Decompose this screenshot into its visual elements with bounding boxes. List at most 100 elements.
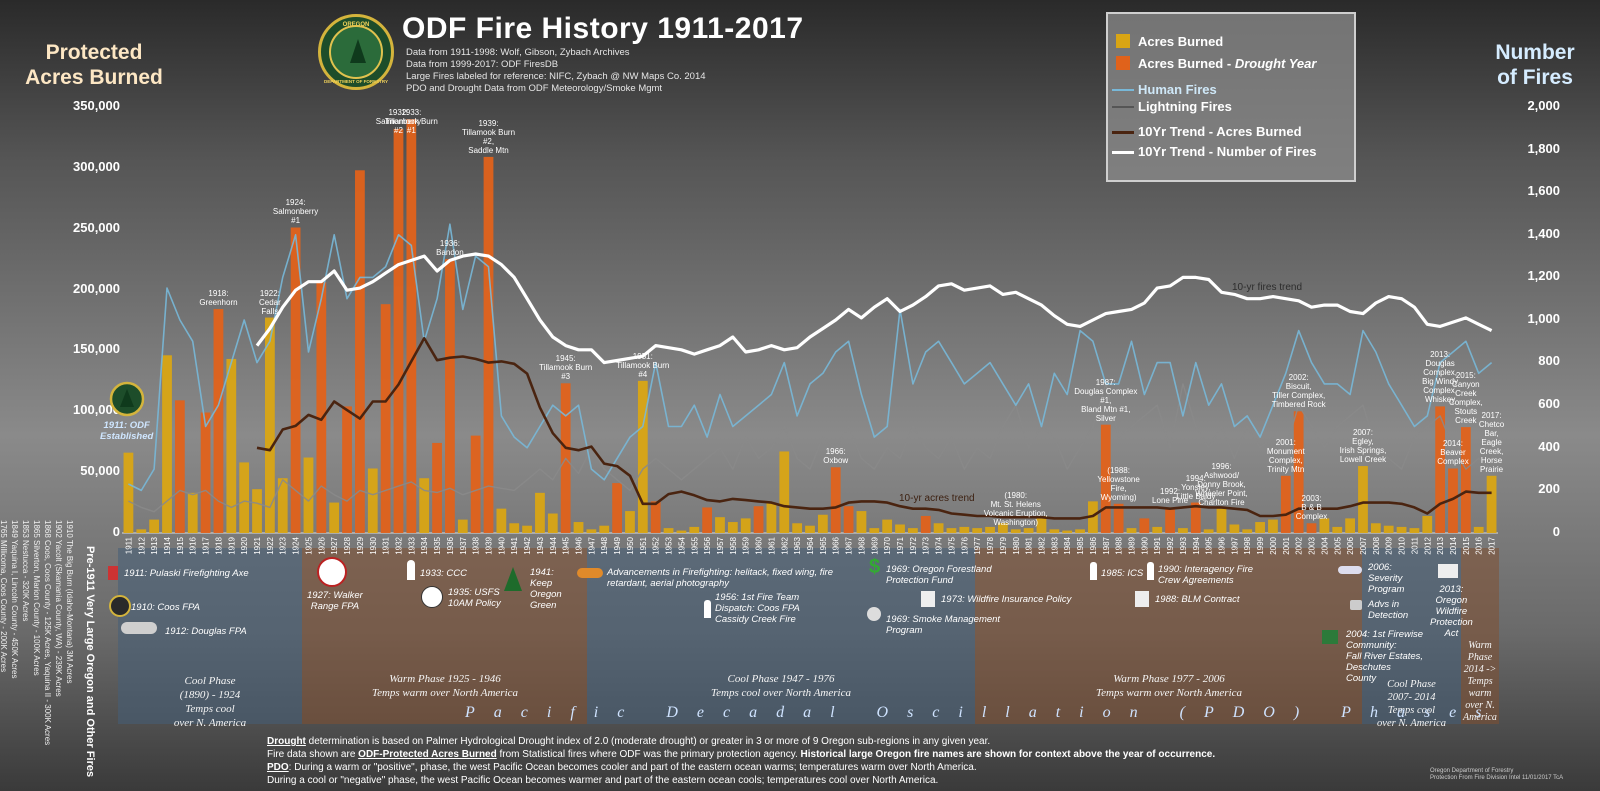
bar-acres — [303, 457, 314, 533]
phase-text-cool-3: Cool Phase 2007- 2014 Temps cool over N.… — [1377, 679, 1446, 729]
fire-label-line: 2017: — [1481, 410, 1502, 420]
event-text: 1941: Keep Oregon Green — [530, 567, 562, 611]
note-fire-data: Fire data shown are ODF-Protected Acres … — [267, 749, 1215, 760]
fire-label-line: #2 — [394, 126, 403, 135]
bar-acres-drought — [470, 435, 481, 533]
bar-acres — [740, 518, 751, 533]
x-tick-label: 1927 — [330, 536, 339, 554]
bar-acres — [1486, 475, 1497, 533]
legend-label-drought-prefix: Acres Burned - — [1138, 56, 1235, 71]
bar-acres — [895, 524, 905, 533]
fire-label-line: 1966: — [825, 447, 846, 457]
left-tick-label: 50,000 — [80, 463, 120, 478]
x-tick-label: 1924 — [292, 536, 301, 554]
legend: Acres Burned Acres Burned - Drought Year… — [1106, 12, 1356, 182]
bar-acres-drought — [1190, 502, 1201, 533]
bar-acres-drought — [393, 128, 404, 533]
x-tick-label: 1978 — [986, 536, 995, 554]
fire-label: 2014: Beaver Complex — [1413, 439, 1493, 466]
fire-label-line: Ashwood/ — [1203, 470, 1240, 480]
bar-acres — [766, 502, 777, 533]
fire-label-line: Whiskey — [1425, 395, 1456, 405]
right-axis-title-line: Number — [1495, 41, 1575, 64]
left-tick-label: 300,000 — [73, 159, 120, 174]
x-tick-label: 1969 — [870, 536, 879, 554]
x-tick-label: 2008 — [1372, 536, 1381, 554]
bar-acres-drought — [650, 501, 661, 533]
x-tick-label: 1933 — [407, 536, 416, 554]
fire-label-line: Wheeler Point, — [1195, 488, 1248, 498]
event-text: 1988: BLM Contract — [1155, 594, 1240, 605]
fire-label-line: Charlton Fire — [1198, 497, 1245, 507]
event-text: 1969: Oregon Forestland Protection Fund — [886, 564, 992, 586]
phase-band-warm-2 — [975, 548, 1362, 724]
x-tick-label: 1915 — [176, 536, 185, 554]
x-tick-label: 1926 — [317, 536, 326, 554]
note-drought: Drought determination is based on Palmer… — [267, 736, 990, 747]
bar-acres — [252, 489, 262, 533]
fire-label-line: 1987: — [1095, 377, 1116, 387]
right-axis-title-line: of Fires — [1497, 66, 1573, 89]
fire-label: 2003: B & B Complex — [1272, 494, 1352, 521]
event-text: 1933: CCC — [420, 568, 467, 579]
fire-label-line: (1980: — [1004, 491, 1028, 501]
fire-label: 1922: Cedar Falls — [230, 289, 310, 316]
person-icon — [407, 560, 415, 580]
fire-label: 2002: Biscuit, Tiller Complex, Timbered Roc… — [1259, 373, 1339, 409]
phase-text-warm-2: Warm Phase 1977 - 2006 Temps warm over N… — [1095, 673, 1243, 699]
event-text: 2004: 1st Firewise Community: Fall River… — [1346, 629, 1424, 684]
fire-label: 1918: Greenhorn — [178, 289, 258, 307]
document-icon — [921, 591, 935, 607]
bar-acres — [187, 492, 198, 533]
pre1911-item: 1765 Millicoma, Coos County - 200K Acres — [0, 520, 8, 673]
bar-acres — [689, 526, 700, 533]
fire-label-line: Saddle Mtn — [468, 145, 509, 155]
fire-label: 1932: Salmonberry #2 — [358, 108, 438, 135]
bar-acres — [959, 526, 970, 533]
x-tick-label: 1945 — [562, 536, 571, 554]
event-usfs-policy: 1935: USFS 10AM Policy — [421, 586, 501, 609]
bar-acres — [907, 528, 918, 533]
series-trend-fires — [255, 252, 1493, 365]
bar-acres — [367, 468, 378, 533]
x-tick-label: 1923 — [279, 536, 288, 554]
x-tick-label: 1917 — [202, 536, 211, 554]
fire-label-line: Complex, — [1268, 455, 1303, 465]
fire-label-line: Chetco — [1478, 419, 1505, 429]
legend-swatch-trend-fires — [1112, 151, 1134, 154]
bar-acres — [869, 528, 880, 533]
phase-text-cool-1: Cool Phase (1890) - 1924 Temps cool over… — [173, 675, 247, 729]
fire-label-line: Complex, — [1423, 368, 1458, 378]
phase-band-warm-3 — [1461, 548, 1499, 724]
right-tick-label: 200 — [1538, 481, 1560, 496]
fire-label-line: 2015: — [1455, 371, 1476, 381]
x-tick-label: 1948 — [600, 536, 609, 554]
x-tick-label: 1966 — [832, 536, 841, 554]
fire-label-line: Mt. St. Helens — [990, 500, 1041, 510]
x-tick-label: 1977 — [973, 536, 982, 554]
event-firefighting-advancements: Advancements in Firefighting: helitack, … — [577, 567, 833, 589]
fire-label-line: 1951: — [632, 351, 653, 361]
bar-acres — [676, 530, 687, 533]
x-tick-label: 1998 — [1243, 536, 1252, 554]
bar-acres-drought — [1100, 424, 1111, 533]
x-tick-label: 1974 — [935, 536, 944, 554]
fire-label-line: Volcanic Eruption, — [983, 509, 1048, 519]
event-ccc: 1933: CCC — [407, 560, 467, 580]
right-tick-label: 400 — [1538, 439, 1560, 454]
clock-icon — [421, 586, 443, 608]
fire-label-line: #1, — [1100, 395, 1112, 405]
x-tick-label: 1963 — [793, 536, 802, 554]
x-tick-label: 1958 — [729, 536, 738, 554]
bar-acres-drought — [702, 507, 713, 533]
x-tick-label: 1996 — [1218, 536, 1227, 554]
event-blm-contract: 1988: BLM Contract — [1135, 591, 1240, 607]
x-tick-label: 1990 — [1140, 536, 1149, 554]
fire-label-line: Greenhorn — [199, 298, 238, 308]
right-tick-label: 1,800 — [1527, 141, 1560, 156]
fire-label-line: Complex — [1295, 512, 1328, 522]
event-text: 1973: Wildfire Insurance Policy — [941, 594, 1072, 605]
note-text: : During a warm or "positive", phase, th… — [288, 762, 977, 773]
bar-acres — [1383, 525, 1394, 533]
credit-line: Oregon Department of Forestry — [1430, 768, 1514, 774]
